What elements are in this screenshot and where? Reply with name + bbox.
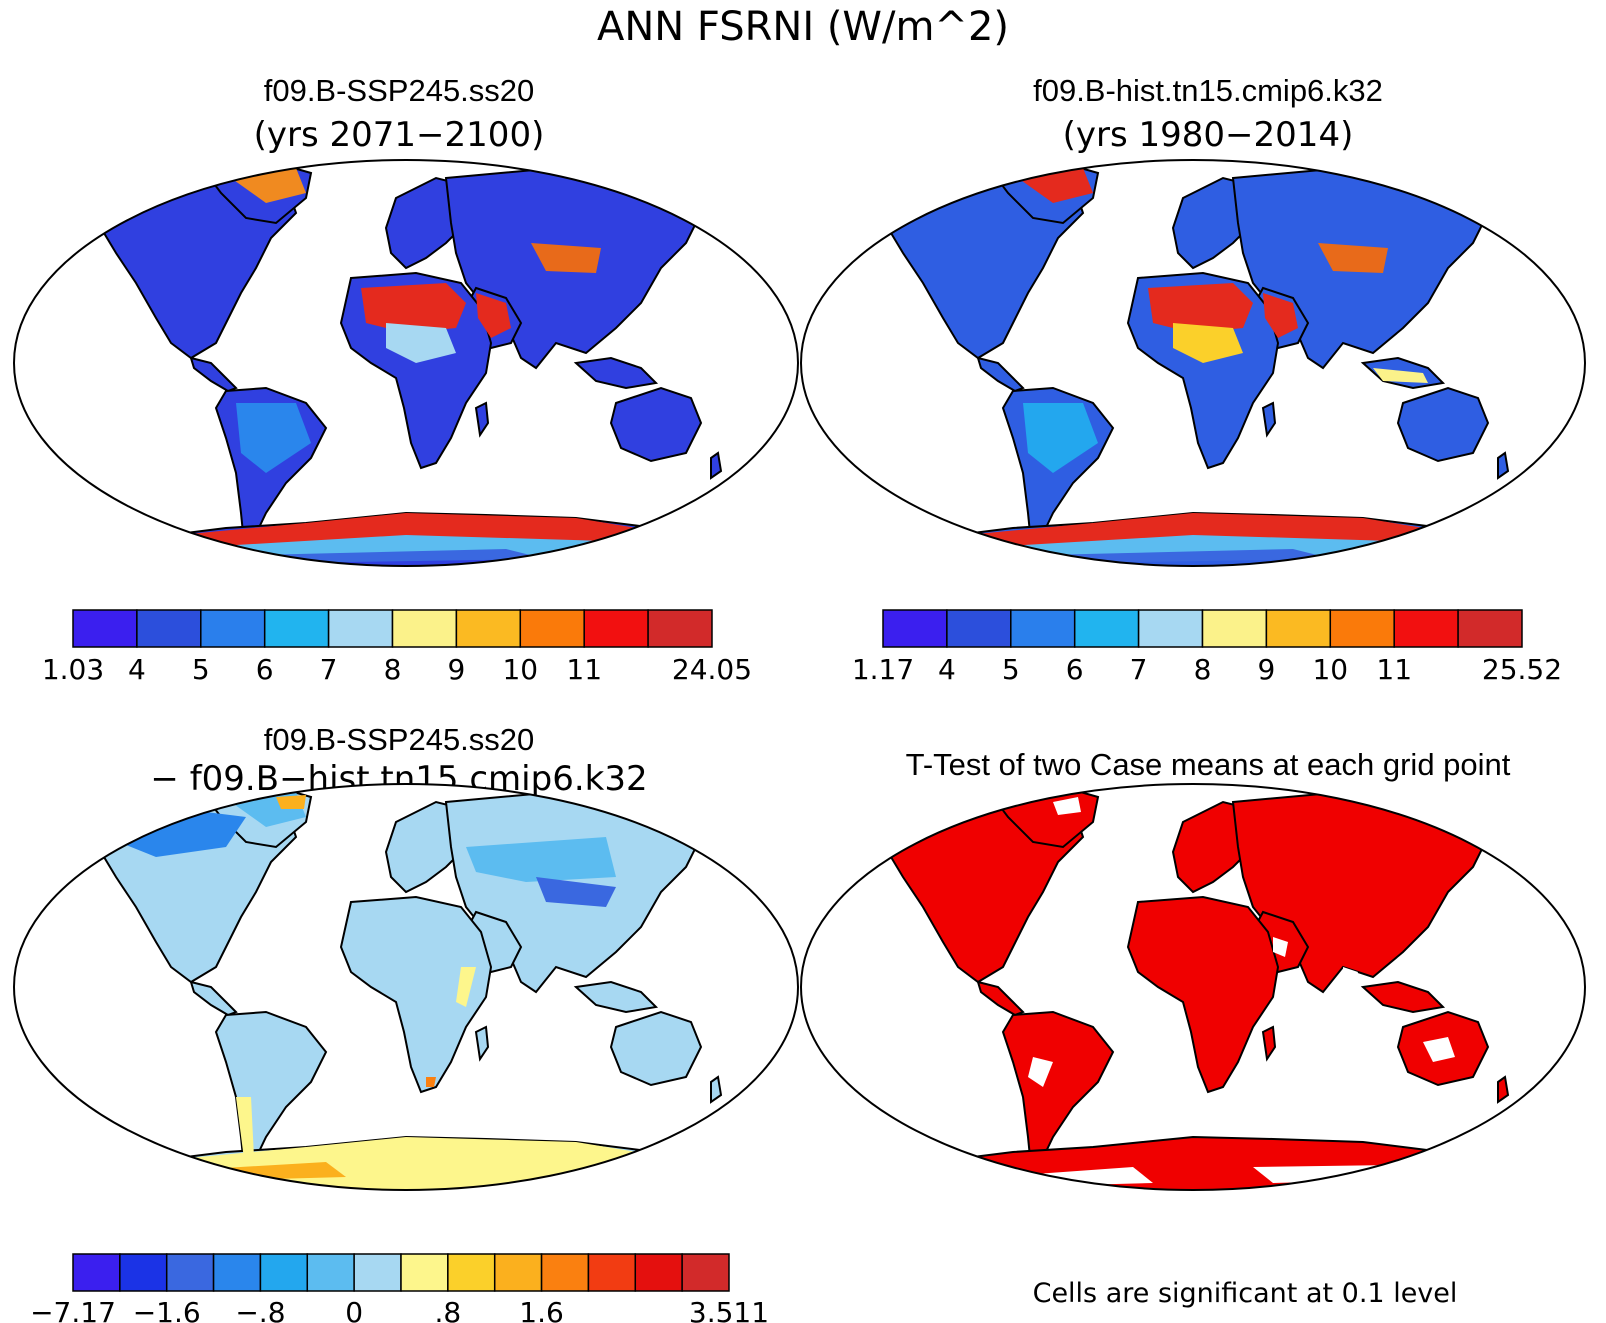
diff-colorbar-swatch [212,1253,262,1292]
case2-colorbar-label: 6 [1066,653,1084,686]
diff-colorbar-swatch [353,1253,402,1292]
case1-colorbar: 1.03 4 5 6 7 8 9 10 11 24.05 [42,609,752,686]
case1-colorbar-label: 24.05 [672,653,752,686]
case1-colorbar-label: 8 [384,653,402,686]
case2-colorbar-label: 4 [938,653,956,686]
case2-subtitle: (yrs 1980−2014) [1063,115,1354,155]
diff-colorbar-label: −7.17 [30,1296,116,1323]
case2-colorbar-label: 1.17 [852,653,914,686]
diff-colorbar-label: 1.6 [519,1296,564,1323]
case1-colorbar-swatch [200,609,266,648]
case1-colorbar-swatch [136,609,202,648]
case1-colorbar-label: 10 [502,653,538,686]
case2-colorbar-swatch [1329,609,1395,648]
case2-colorbar-swatch [1137,609,1204,648]
ttest-title: T-Test of two Case means at each grid po… [906,747,1511,782]
case2-colorbar-label: 25.52 [1482,653,1562,686]
case1-colorbar-label: 9 [447,653,465,686]
case2-colorbar-swatch [1265,609,1332,648]
case1-colorbar-swatch [391,609,458,648]
panel-case1: f09.B-SSP245.ss20 (yrs 2071−2100) [13,73,799,686]
case2-title: f09.B-hist.tn15.cmip6.k32 [1033,73,1383,108]
panel-ttest: T-Test of two Case means at each grid po… [800,747,1586,1309]
case2-map-border [800,159,1586,567]
diff-colorbar-swatch [447,1253,496,1292]
diff-colorbar-label: 0 [345,1296,363,1323]
case1-colorbar-label: 7 [320,653,338,686]
case2-colorbar-swatch [1010,609,1076,648]
case1-colorbar-swatch [583,609,649,648]
diff-colorbar-swatch [119,1253,168,1292]
case2-colorbar-label: 5 [1002,653,1020,686]
case1-map [14,160,798,566]
diff-colorbar-swatch [540,1253,590,1292]
case2-colorbar-label: 10 [1312,653,1348,686]
case1-colorbar-label: 1.03 [42,653,104,686]
case2-colorbar-swatch [1073,609,1140,648]
diff-title: f09.B-SSP245.ss20 [264,722,535,757]
case2-colorbar-swatch [1393,609,1459,648]
case2-map [801,160,1585,566]
case1-colorbar-swatch [519,609,585,648]
case2-colorbar-label: 8 [1194,653,1212,686]
diff-colorbar-label: .8 [434,1296,461,1323]
case1-title: f09.B-SSP245.ss20 [264,73,535,108]
diff-colorbar-swatch [493,1253,543,1292]
case1-colorbar-label: 6 [256,653,274,686]
case2-colorbar-swatch [946,609,1012,648]
diff-colorbar-swatch [587,1253,637,1292]
case2-colorbar-label: 9 [1257,653,1275,686]
diff-colorbar-swatch [681,1253,730,1292]
case1-colorbar-swatch [72,609,138,648]
case2-colorbar-swatch [1201,609,1268,648]
diff-colorbar: −7.17 −1.6 −.8 0 .8 1.6 3.511 [30,1253,769,1323]
case1-colorbar-label: 5 [192,653,210,686]
diff-colorbar-swatch [400,1253,449,1292]
case2-colorbar-label: 7 [1130,653,1148,686]
case1-colorbar-swatch [263,609,330,648]
diff-colorbar-swatch [634,1253,683,1292]
case1-colorbar-label: 4 [128,653,146,686]
diff-colorbar-swatch [259,1253,309,1292]
ttest-map-border [800,783,1586,1191]
case1-colorbar-swatch [455,609,522,648]
diff-colorbar-label: −.8 [235,1296,285,1323]
case1-colorbar-label: 11 [566,653,602,686]
ttest-note: Cells are significant at 0.1 level [1033,1278,1458,1309]
panel-case2: f09.B-hist.tn15.cmip6.k32 (yrs 1980−2014… [800,73,1586,686]
case1-map-border [13,159,799,567]
panel-diff: f09.B-SSP245.ss20 − f09.B−hist.tn15.cmip… [13,722,799,1323]
case2-colorbar: 1.17 4 5 6 7 8 9 10 11 25.52 [852,609,1562,686]
diff-colorbar-swatch [165,1253,215,1292]
case1-colorbar-swatch [647,609,713,648]
figure-title: ANN FSRNI (W/m^2) [597,4,1009,50]
diff-colorbar-swatch [306,1253,355,1292]
case2-colorbar-label: 11 [1376,653,1412,686]
diff-colorbar-label: −1.6 [133,1296,201,1323]
case1-subtitle: (yrs 2071−2100) [254,115,545,155]
diff-colorbar-swatch [72,1253,121,1292]
case2-colorbar-swatch [1457,609,1523,648]
diff-colorbar-label: 3.511 [689,1296,769,1323]
case2-colorbar-swatch [882,609,948,648]
case1-colorbar-swatch [327,609,394,648]
diff-map-border [13,783,799,1191]
